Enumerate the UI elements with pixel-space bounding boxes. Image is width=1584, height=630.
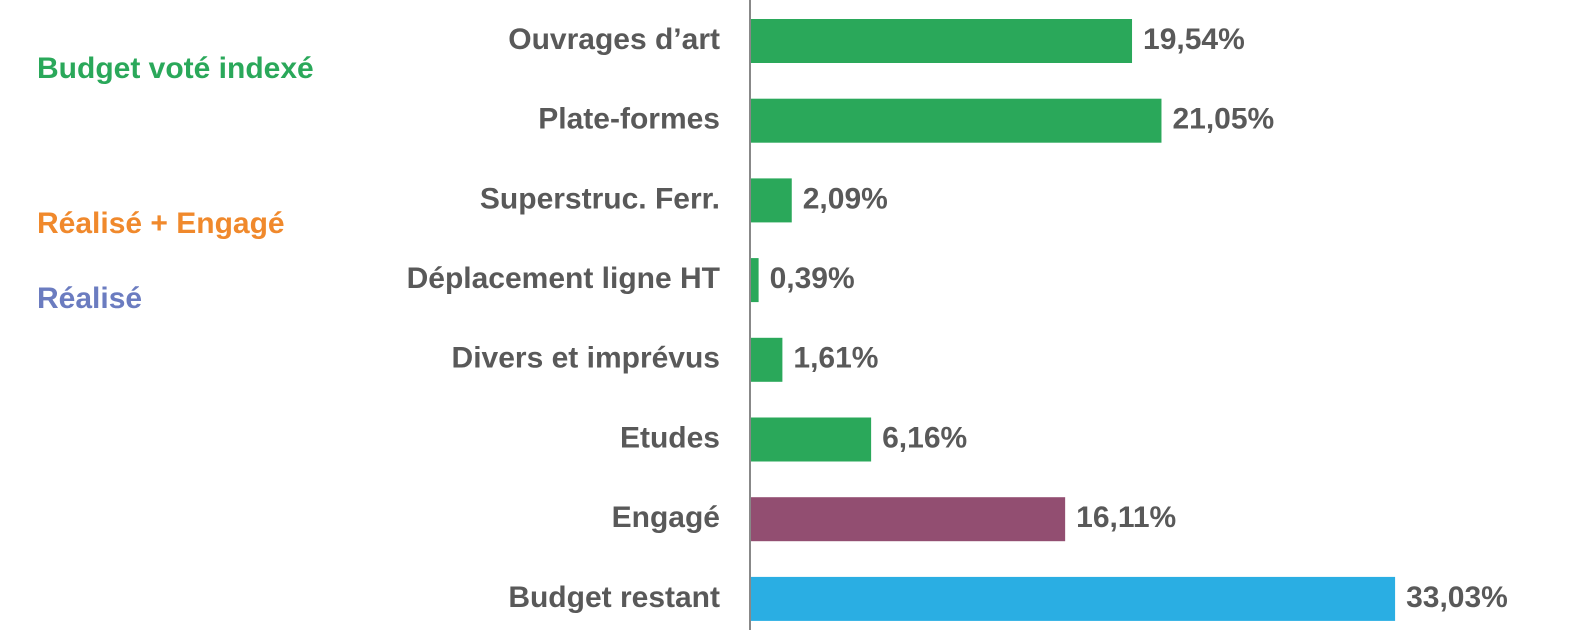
- category-label: Superstruc. Ferr.: [480, 182, 720, 215]
- bar: [751, 337, 783, 382]
- category-label: Engagé: [612, 501, 720, 534]
- bar: [751, 19, 1133, 63]
- value-label: 2,09%: [803, 182, 888, 215]
- bar: [751, 497, 1066, 542]
- bar: [751, 417, 872, 462]
- category-label: Plate-formes: [538, 103, 720, 136]
- bar: [751, 258, 759, 303]
- value-label: 6,16%: [882, 421, 967, 454]
- annotation: Budget voté indexé: [37, 52, 314, 85]
- category-label: Déplacement ligne HT: [407, 262, 720, 295]
- bar: [751, 178, 792, 223]
- category-label: Etudes: [620, 421, 720, 454]
- value-label: 0,39%: [770, 262, 855, 295]
- value-label: 21,05%: [1172, 103, 1274, 136]
- category-label: Ouvrages d’art: [508, 23, 720, 56]
- annotation: Réalisé: [37, 282, 142, 315]
- value-label: 33,03%: [1406, 581, 1508, 614]
- value-label: 16,11%: [1076, 501, 1176, 534]
- value-label: 1,61%: [793, 342, 878, 375]
- category-label: Divers et imprévus: [452, 342, 720, 375]
- bar: [751, 576, 1396, 621]
- annotation: Réalisé + Engagé: [37, 207, 285, 240]
- bar: [751, 98, 1162, 143]
- category-label: Budget restant: [508, 581, 720, 614]
- value-label: 19,54%: [1143, 23, 1245, 56]
